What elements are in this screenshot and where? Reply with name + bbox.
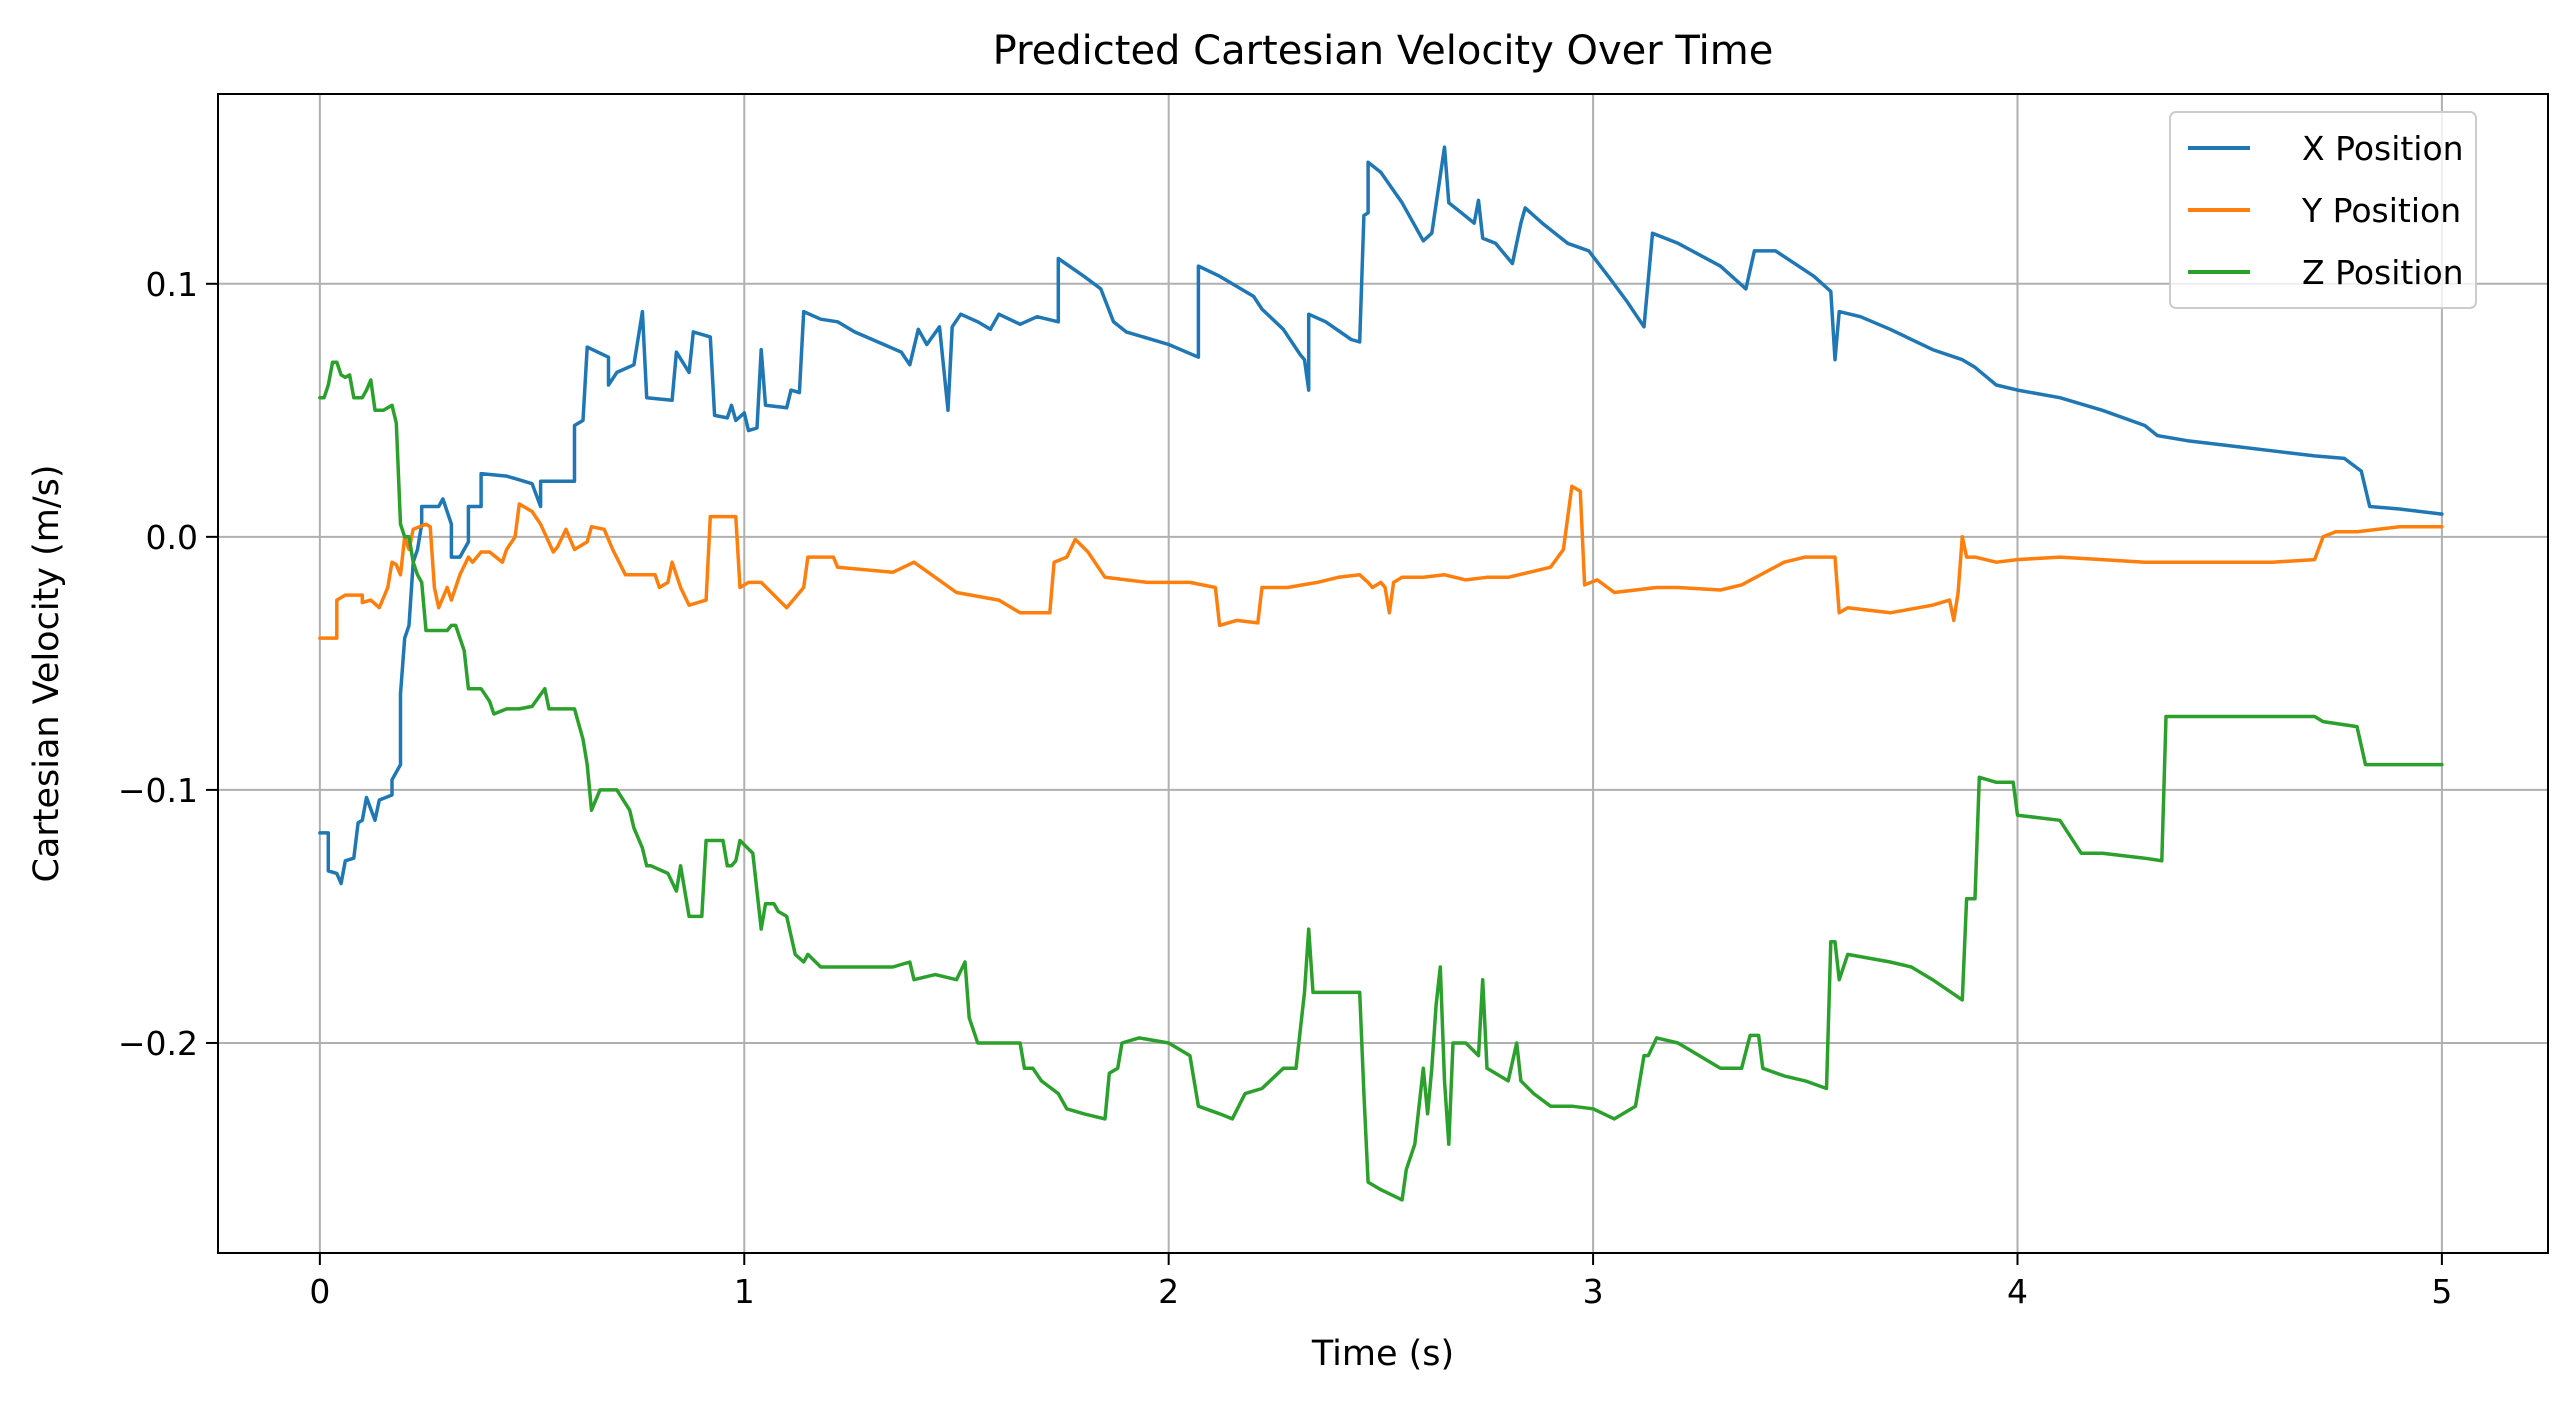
- x-tick-label: 5: [2431, 1272, 2452, 1311]
- y-tick-label: 0.1: [146, 265, 198, 304]
- legend-label-3: Z Position: [2302, 253, 2464, 292]
- chart-title: Predicted Cartesian Velocity Over Time: [993, 28, 1774, 74]
- y-axis-label: Cartesian Velocity (m/s): [27, 464, 67, 882]
- x-tick-label: 3: [1583, 1272, 1604, 1311]
- series-line-3: [318, 360, 2444, 1202]
- series-lines: [318, 145, 2444, 1202]
- x-tick-label: 4: [2007, 1272, 2028, 1311]
- legend-label-1: X Position: [2302, 129, 2464, 168]
- x-axis-label: Time (s): [1311, 1334, 1454, 1374]
- x-tick-label: 2: [1158, 1272, 1179, 1311]
- legend-box: [2169, 111, 2477, 309]
- x-tick-label: 0: [309, 1272, 330, 1311]
- series-line-1: [318, 145, 2444, 886]
- y-tick-label: −0.2: [118, 1024, 198, 1063]
- legend: X Position Y Position Z Position: [2169, 111, 2477, 309]
- series-line-2: [318, 484, 2444, 640]
- legend-label-2: Y Position: [2301, 191, 2461, 230]
- plot-area-frame: [217, 93, 2549, 1254]
- y-tick-label: 0.0: [146, 518, 198, 557]
- axis-ticks: 0 1 2 3 4 5 0.1 0.0 −0.1 −0.2: [118, 265, 2453, 1311]
- x-tick-label: 1: [734, 1272, 755, 1311]
- y-tick-label: −0.1: [118, 771, 198, 810]
